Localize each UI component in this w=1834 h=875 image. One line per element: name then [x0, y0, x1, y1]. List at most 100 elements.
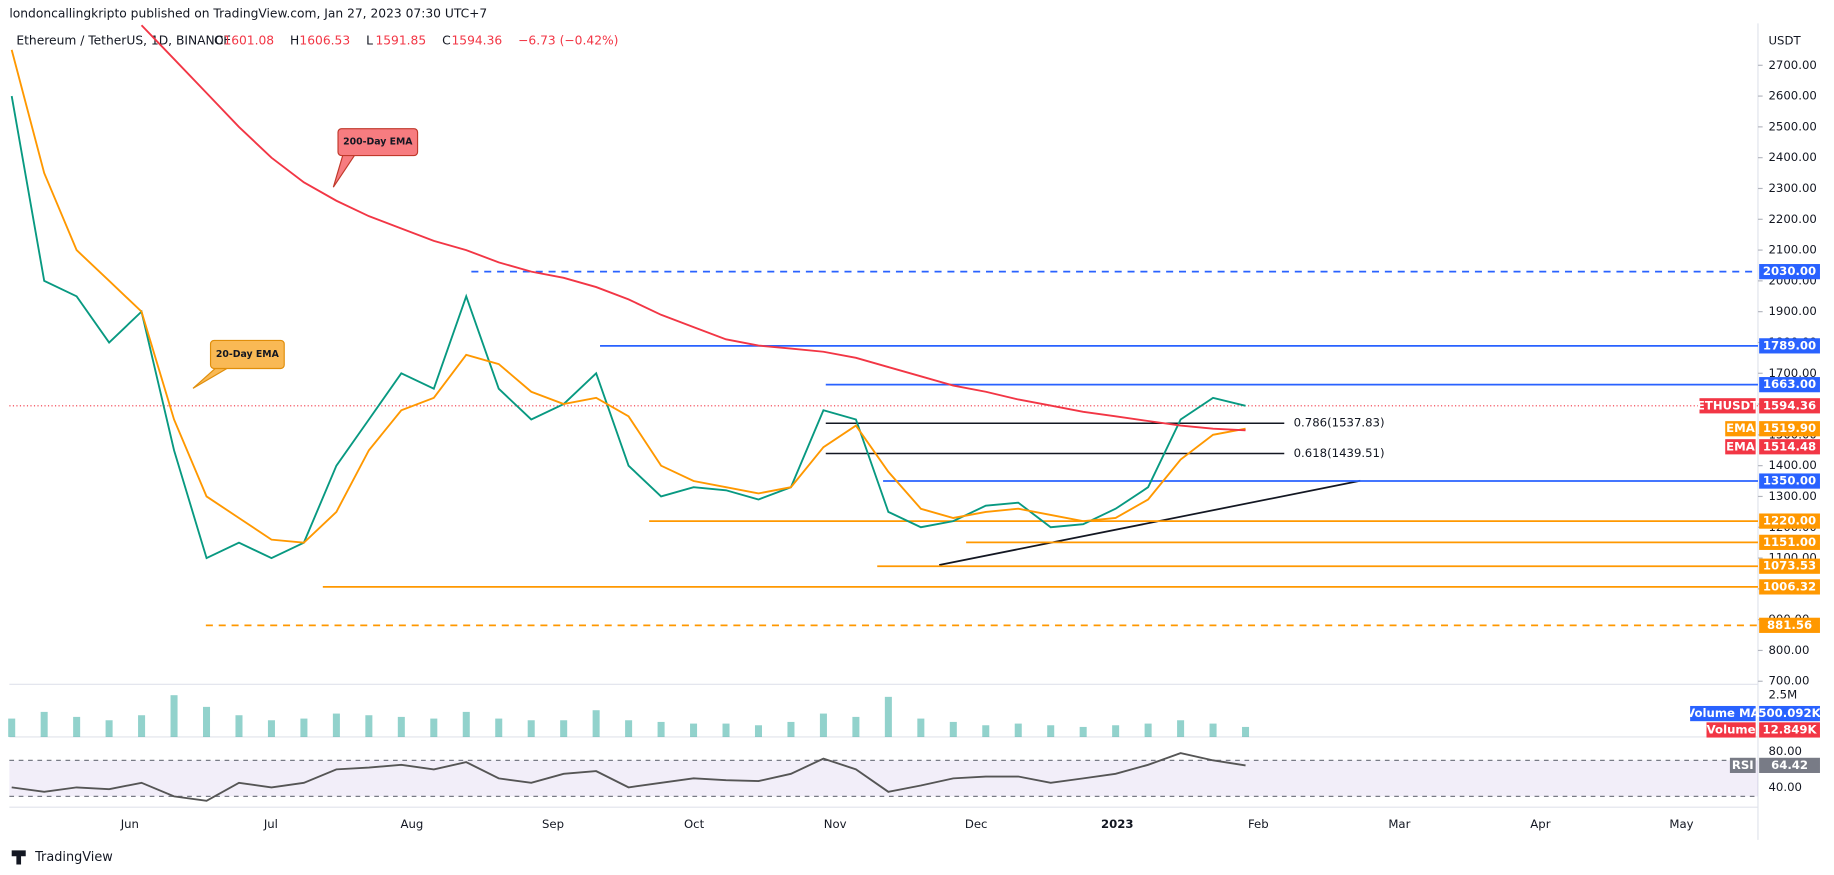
- volume-bar: [852, 716, 860, 737]
- logo: [11, 850, 26, 865]
- rsi-line: [11, 752, 1246, 802]
- y-tick-label: 2100.00: [1769, 243, 1817, 257]
- volume-bar: [170, 695, 178, 737]
- volume-bar: [690, 723, 698, 737]
- y-tick-label: 2500.00: [1769, 119, 1817, 133]
- series-value: 1519.90: [1763, 421, 1816, 435]
- volume-bar: [754, 725, 762, 737]
- series-value: 1594.36: [1763, 398, 1816, 412]
- level-label-bg: [1759, 558, 1820, 574]
- volume-bar: [917, 718, 925, 737]
- volume-bar: [365, 715, 373, 737]
- level-label-bg: [1759, 377, 1820, 393]
- volume-bar: [397, 716, 405, 737]
- legend-name-bg: [1706, 722, 1756, 738]
- ohlc-value: 1606.53: [299, 33, 350, 47]
- ohlc-letter: L: [366, 33, 373, 47]
- symbol: Ethereum / TetherUS, 1D, BINANCE: [16, 33, 231, 47]
- series-value-bg: [1759, 398, 1820, 414]
- ohlc-letter: H: [290, 33, 299, 47]
- y-tick-label: 1400.00: [1769, 458, 1817, 472]
- level-label-bg: [1759, 473, 1820, 489]
- legend-name: Volume: [1707, 722, 1756, 736]
- level-label: 1006.32: [1763, 579, 1816, 593]
- y-tick-label: 700.00: [1769, 674, 1810, 688]
- level-label-bg: [1759, 579, 1820, 595]
- volume-bar: [495, 718, 503, 737]
- volume-bar: [40, 711, 48, 737]
- y-tick-label: 2700.00: [1769, 58, 1817, 72]
- volume-bar: [73, 716, 81, 737]
- x-tick-label: Dec: [965, 817, 988, 831]
- callout-text: 20-Day EMA: [216, 349, 280, 360]
- y-tick-label: 1700.00: [1769, 366, 1817, 380]
- volume-bar: [1112, 725, 1120, 737]
- volume-bar: [592, 710, 600, 737]
- volume-bar: [300, 718, 308, 737]
- volume-bar: [1177, 720, 1185, 737]
- trend-line: [939, 479, 1361, 566]
- volume-bar: [722, 723, 730, 737]
- volume-bar: [1144, 723, 1152, 737]
- volume-bar: [982, 725, 990, 737]
- series-name-bg: [1725, 421, 1756, 437]
- ohlc-value: 1594.36: [451, 33, 502, 47]
- fib-label: 0.786(1537.83): [1294, 416, 1385, 430]
- legend-value: 12.849K: [1762, 722, 1817, 736]
- level-label-bg: [1759, 534, 1820, 550]
- x-tick-label: Aug: [401, 817, 424, 831]
- x-tick-label: Apr: [1530, 817, 1550, 831]
- level-label: 1663.00: [1763, 377, 1816, 391]
- ohlc-value: 1591.85: [375, 33, 426, 47]
- callout-pointer: [192, 367, 228, 389]
- volume-bar: [8, 718, 16, 737]
- fib-label: 0.618(1439.51): [1294, 446, 1385, 460]
- level-label: 1151.00: [1763, 535, 1816, 549]
- callout-pointer: [332, 155, 355, 188]
- y-tick-label: 2600.00: [1769, 89, 1817, 103]
- level-label: 1350.00: [1763, 474, 1816, 488]
- level-label-bg: [1759, 513, 1820, 529]
- legend-value: 500.092K: [1758, 706, 1821, 720]
- x-tick-label: Jul: [263, 817, 278, 831]
- level-label: 1220.00: [1763, 514, 1816, 528]
- rsi-value: 64.42: [1771, 758, 1808, 772]
- volume-bar: [1079, 726, 1087, 737]
- rsi-band: [9, 760, 1758, 797]
- volume-bar: [884, 696, 892, 737]
- footer-brand: TradingView: [34, 850, 113, 865]
- volume-bar: [787, 721, 795, 737]
- volume-bar: [527, 720, 535, 737]
- y-tick-label: 1900.00: [1769, 304, 1817, 318]
- change: −6.73 (−0.42%): [518, 33, 618, 47]
- y-tick-label: 40.00: [1769, 780, 1802, 794]
- volume-bar: [819, 713, 827, 737]
- legend-name-bg: [1690, 705, 1756, 722]
- series-name: ETHUSDT: [1697, 398, 1758, 412]
- volume-bar: [332, 713, 340, 737]
- series-name: EMA: [1726, 421, 1755, 435]
- volume-bar: [1242, 726, 1250, 737]
- volume-bar: [1014, 723, 1022, 737]
- volume-bar: [657, 721, 665, 737]
- volume-bar: [560, 720, 568, 737]
- volume-bar: [1047, 725, 1055, 737]
- series-name-bg: [1725, 439, 1756, 455]
- ohlc-letter: O: [214, 33, 224, 47]
- x-tick-label: Feb: [1248, 817, 1269, 831]
- level-label-bg: [1759, 264, 1820, 280]
- x-tick-label: Mar: [1388, 817, 1410, 831]
- series-value: 1514.48: [1763, 439, 1816, 453]
- y-tick-label: 800.00: [1769, 643, 1810, 657]
- x-tick-label: 2023: [1101, 817, 1134, 831]
- volume-bar: [105, 720, 113, 737]
- level-label: 1789.00: [1763, 338, 1816, 352]
- series-name-bg: [1699, 398, 1756, 414]
- ema-line: [140, 24, 1246, 432]
- legend-value-bg: [1759, 722, 1820, 738]
- callout: [209, 339, 285, 370]
- volume-bar: [430, 718, 438, 737]
- price-line: [10, 95, 1246, 560]
- y-tick-label: 80.00: [1769, 744, 1802, 758]
- volume-bar: [203, 706, 211, 737]
